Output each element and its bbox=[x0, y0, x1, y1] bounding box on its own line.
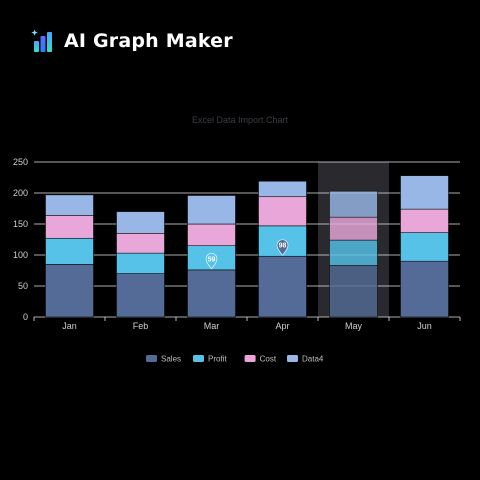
bar-profit-jan bbox=[45, 237, 94, 265]
bar-sales-may bbox=[329, 265, 378, 318]
legend-label-sales: Sales bbox=[161, 355, 181, 364]
bar-sales-mar bbox=[187, 269, 236, 318]
x-tick-label: Mar bbox=[204, 321, 220, 331]
bar-profit-feb bbox=[116, 252, 165, 274]
chart-bars bbox=[45, 175, 449, 318]
marker-pin-shape bbox=[276, 239, 289, 256]
chart-markers: 59 98 bbox=[205, 239, 289, 270]
legend-label-profit: Profit bbox=[208, 355, 227, 364]
legend-label-data4: Data4 bbox=[302, 355, 324, 364]
marker-pin-shape bbox=[205, 253, 218, 270]
chart-legend: Sales Profit Cost Data4 bbox=[146, 355, 324, 364]
bar-profit-may bbox=[329, 239, 378, 266]
bar-data4-apr bbox=[258, 180, 307, 198]
bar-cost-apr bbox=[258, 196, 307, 227]
y-tick-label: 150 bbox=[13, 219, 28, 229]
y-tick-label: 100 bbox=[13, 250, 28, 260]
legend-label-cost: Cost bbox=[260, 355, 277, 364]
marker-label: 98 bbox=[279, 243, 287, 250]
marker-pin: 59 bbox=[205, 253, 218, 270]
chart-title: Excel Data Import Chart bbox=[192, 115, 289, 125]
chart-grid bbox=[34, 161, 460, 318]
x-tick-label: Feb bbox=[133, 321, 149, 331]
y-tick-label: 250 bbox=[13, 157, 28, 167]
y-tick-label: 200 bbox=[13, 188, 28, 198]
bar-chart-sparkle-icon bbox=[31, 29, 52, 52]
bar-cost-jun bbox=[400, 208, 449, 233]
app-header: AI Graph Maker bbox=[30, 26, 233, 56]
x-tick-label: Jan bbox=[62, 321, 77, 331]
y-tick-label: 50 bbox=[18, 281, 28, 291]
bar-data4-jun bbox=[400, 175, 449, 210]
x-tick-label: Apr bbox=[275, 321, 289, 331]
legend-swatch-profit bbox=[193, 355, 204, 362]
marker-label: 59 bbox=[208, 256, 216, 263]
bar-profit-jun bbox=[400, 232, 449, 262]
bar-data4-feb bbox=[116, 211, 165, 234]
y-tick-label: 0 bbox=[23, 312, 28, 322]
bar-sales-jun bbox=[400, 260, 449, 318]
bar-sales-apr bbox=[258, 255, 307, 318]
bar-data4-jan bbox=[45, 194, 94, 216]
legend-swatch-cost bbox=[244, 355, 256, 362]
bar-sales-jan bbox=[45, 263, 94, 318]
legend-swatch-data4 bbox=[287, 355, 298, 362]
legend-swatch-sales bbox=[146, 355, 157, 362]
x-tick-label: May bbox=[345, 321, 363, 331]
x-tick-label: Jun bbox=[417, 321, 432, 331]
bar-cost-mar bbox=[187, 223, 236, 247]
bar-cost-jan bbox=[45, 215, 94, 239]
bar-sales-feb bbox=[116, 273, 165, 318]
bar-cost-feb bbox=[116, 233, 165, 254]
app-title: AI Graph Maker bbox=[64, 30, 233, 52]
bar-data4-mar bbox=[187, 195, 236, 225]
bar-data4-may bbox=[329, 190, 378, 218]
bar-cost-may bbox=[329, 216, 378, 241]
marker-pin: 98 bbox=[276, 239, 289, 256]
chart-axes: 0 50 100 150 200 250 Jan Feb Mar Apr May Jun bbox=[13, 157, 461, 331]
